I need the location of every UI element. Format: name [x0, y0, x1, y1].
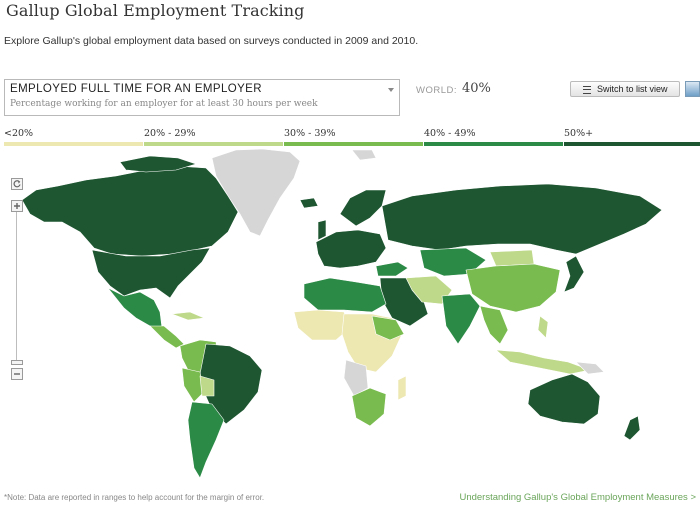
region-peru[interactable] — [181, 367, 205, 403]
intro-text: Explore Gallup's global employment data … — [4, 35, 419, 47]
legend-label-4: 50%+ — [564, 128, 594, 139]
region-mongolia[interactable] — [489, 249, 535, 267]
region-europe[interactable] — [315, 229, 387, 269]
region-caribbean[interactable] — [171, 311, 205, 321]
region-usa[interactable] — [91, 247, 211, 299]
region-southern-cone[interactable] — [187, 401, 225, 479]
region-southern-africa[interactable] — [351, 387, 387, 427]
region-bolivia[interactable] — [199, 375, 215, 397]
legend-swatch-3 — [424, 142, 563, 146]
reset-view-button[interactable] — [11, 178, 23, 190]
legend-swatch-0 — [4, 142, 143, 146]
region-china[interactable] — [465, 263, 561, 313]
zoom-in-button[interactable] — [11, 200, 23, 212]
region-australia[interactable] — [527, 373, 601, 425]
region-north-africa[interactable] — [303, 277, 387, 313]
region-new-zealand[interactable] — [623, 415, 641, 441]
chevron-down-icon — [388, 88, 394, 92]
region-iceland[interactable] — [299, 197, 319, 209]
legend-swatch-2 — [284, 142, 423, 146]
region-turkey[interactable] — [375, 261, 409, 277]
plus-icon — [14, 203, 20, 209]
region-madagascar[interactable] — [397, 375, 407, 401]
region-japan[interactable] — [563, 255, 585, 293]
measure-dropdown[interactable]: EMPLOYED FULL TIME FOR AN EMPLOYER Perce… — [4, 79, 400, 116]
region-se-asia[interactable] — [479, 305, 509, 345]
measure-subtitle: Percentage working for an employer for a… — [10, 99, 318, 109]
region-papua[interactable] — [575, 361, 605, 375]
zoom-out-button[interactable] — [11, 368, 23, 380]
region-east-africa[interactable] — [371, 315, 405, 341]
legend-label-0: <20% — [4, 128, 34, 139]
legend-swatch-4 — [564, 142, 700, 146]
zoom-slider-track[interactable] — [16, 212, 17, 363]
region-west-africa[interactable] — [293, 309, 351, 341]
switch-list-view-label: Switch to list view — [597, 84, 668, 94]
reset-icon — [13, 180, 21, 188]
legend-label-2: 30% - 39% — [284, 128, 336, 139]
region-central-america[interactable] — [149, 325, 185, 349]
page-title: Gallup Global Employment Tracking — [6, 1, 305, 20]
region-arctic-islands[interactable] — [119, 155, 197, 173]
legend-label-1: 20% - 29% — [144, 128, 196, 139]
world-value: 40% — [462, 81, 491, 96]
region-india[interactable] — [441, 293, 481, 345]
region-russia[interactable] — [381, 183, 663, 255]
region-canada-alaska[interactable] — [21, 165, 239, 257]
employment-measures-link[interactable]: Understanding Gallup's Global Employment… — [459, 492, 696, 503]
world-map[interactable] — [0, 148, 700, 488]
switch-list-view-button[interactable]: Switch to list view — [570, 81, 680, 97]
region-iran[interactable] — [405, 275, 453, 305]
region-mexico[interactable] — [107, 287, 163, 329]
legend-label-3: 40% - 49% — [424, 128, 476, 139]
footnote: *Note: Data are reported in ranges to he… — [4, 493, 265, 502]
region-uk[interactable] — [317, 219, 327, 241]
measure-title: EMPLOYED FULL TIME FOR AN EMPLOYER — [10, 83, 262, 95]
world-label: WORLD: — [416, 85, 457, 96]
region-scandinavia[interactable] — [339, 189, 387, 227]
legend-swatch-1 — [144, 142, 283, 146]
list-icon — [583, 86, 591, 94]
map-thumbnail-icon[interactable] — [685, 81, 700, 97]
region-philippines[interactable] — [537, 315, 549, 339]
minus-icon — [14, 373, 20, 375]
zoom-slider-handle[interactable] — [11, 360, 23, 365]
region-svalbard[interactable] — [351, 149, 377, 161]
